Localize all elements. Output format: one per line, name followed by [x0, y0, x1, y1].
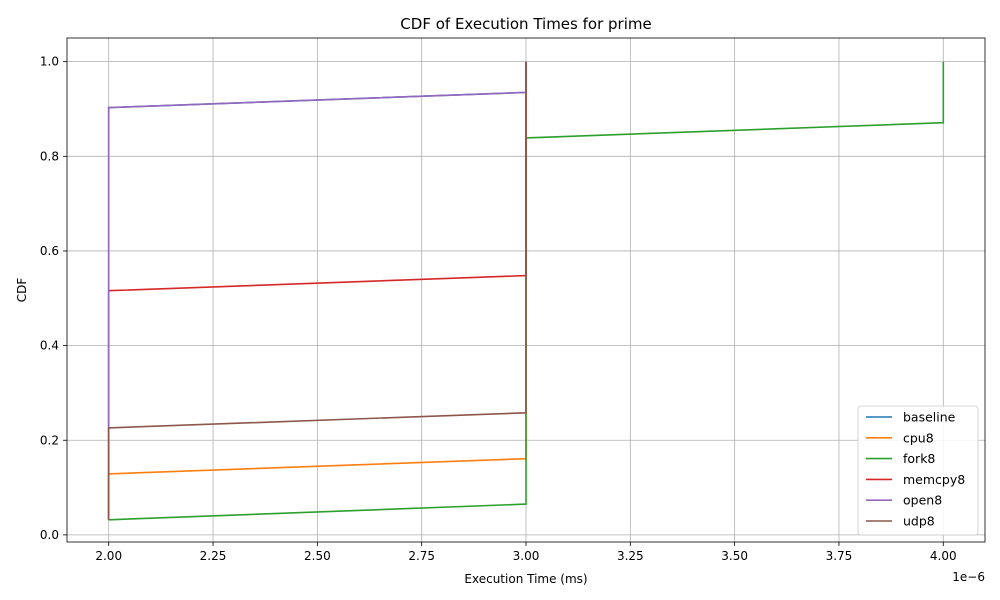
- x-axis-offset-label: 1e−6: [952, 570, 985, 584]
- legend: baseline cpu8 fork8 memcpy8 open8 udp8: [857, 405, 979, 536]
- legend-label-fork8: fork8: [903, 451, 935, 466]
- x-tick-label: 3.50: [721, 549, 748, 563]
- x-tick-label: 3.25: [617, 549, 644, 563]
- y-tick-label: 1.0: [40, 55, 59, 69]
- x-axis-label: Execution Time (ms): [464, 572, 587, 586]
- legend-label-baseline: baseline: [903, 410, 956, 425]
- series-line-udp8: [107, 61, 527, 520]
- x-tick-label: 2.25: [200, 549, 227, 563]
- y-tick-label: 0.8: [40, 149, 59, 163]
- x-tick-label: 2.50: [304, 549, 331, 563]
- legend-label-cpu8: cpu8: [903, 430, 934, 445]
- series-lines: [107, 61, 945, 521]
- legend-label-udp8: udp8: [903, 514, 935, 529]
- chart-title: CDF of Execution Times for prime: [400, 15, 651, 33]
- x-tick-label: 3.75: [826, 549, 853, 563]
- legend-label-open8: open8: [903, 493, 942, 508]
- x-tick-label: 2.75: [408, 549, 435, 563]
- y-tick-label: 0.4: [40, 339, 59, 353]
- y-axis-label: CDF: [15, 278, 29, 303]
- y-tick-label: 0.0: [40, 528, 59, 542]
- y-tick-label: 0.2: [40, 433, 59, 447]
- x-tick-label: 2.00: [95, 549, 122, 563]
- x-tick-label: 4.00: [930, 549, 957, 563]
- x-tick-label: 3.00: [513, 549, 540, 563]
- axis-ticks: 2.00 2.25 2.50 2.75 3.00 3.25 3.50 3.75 4.00 0.0 0…: [40, 55, 957, 563]
- y-tick-label: 0.6: [40, 244, 59, 258]
- legend-label-memcpy8: memcpy8: [903, 472, 965, 487]
